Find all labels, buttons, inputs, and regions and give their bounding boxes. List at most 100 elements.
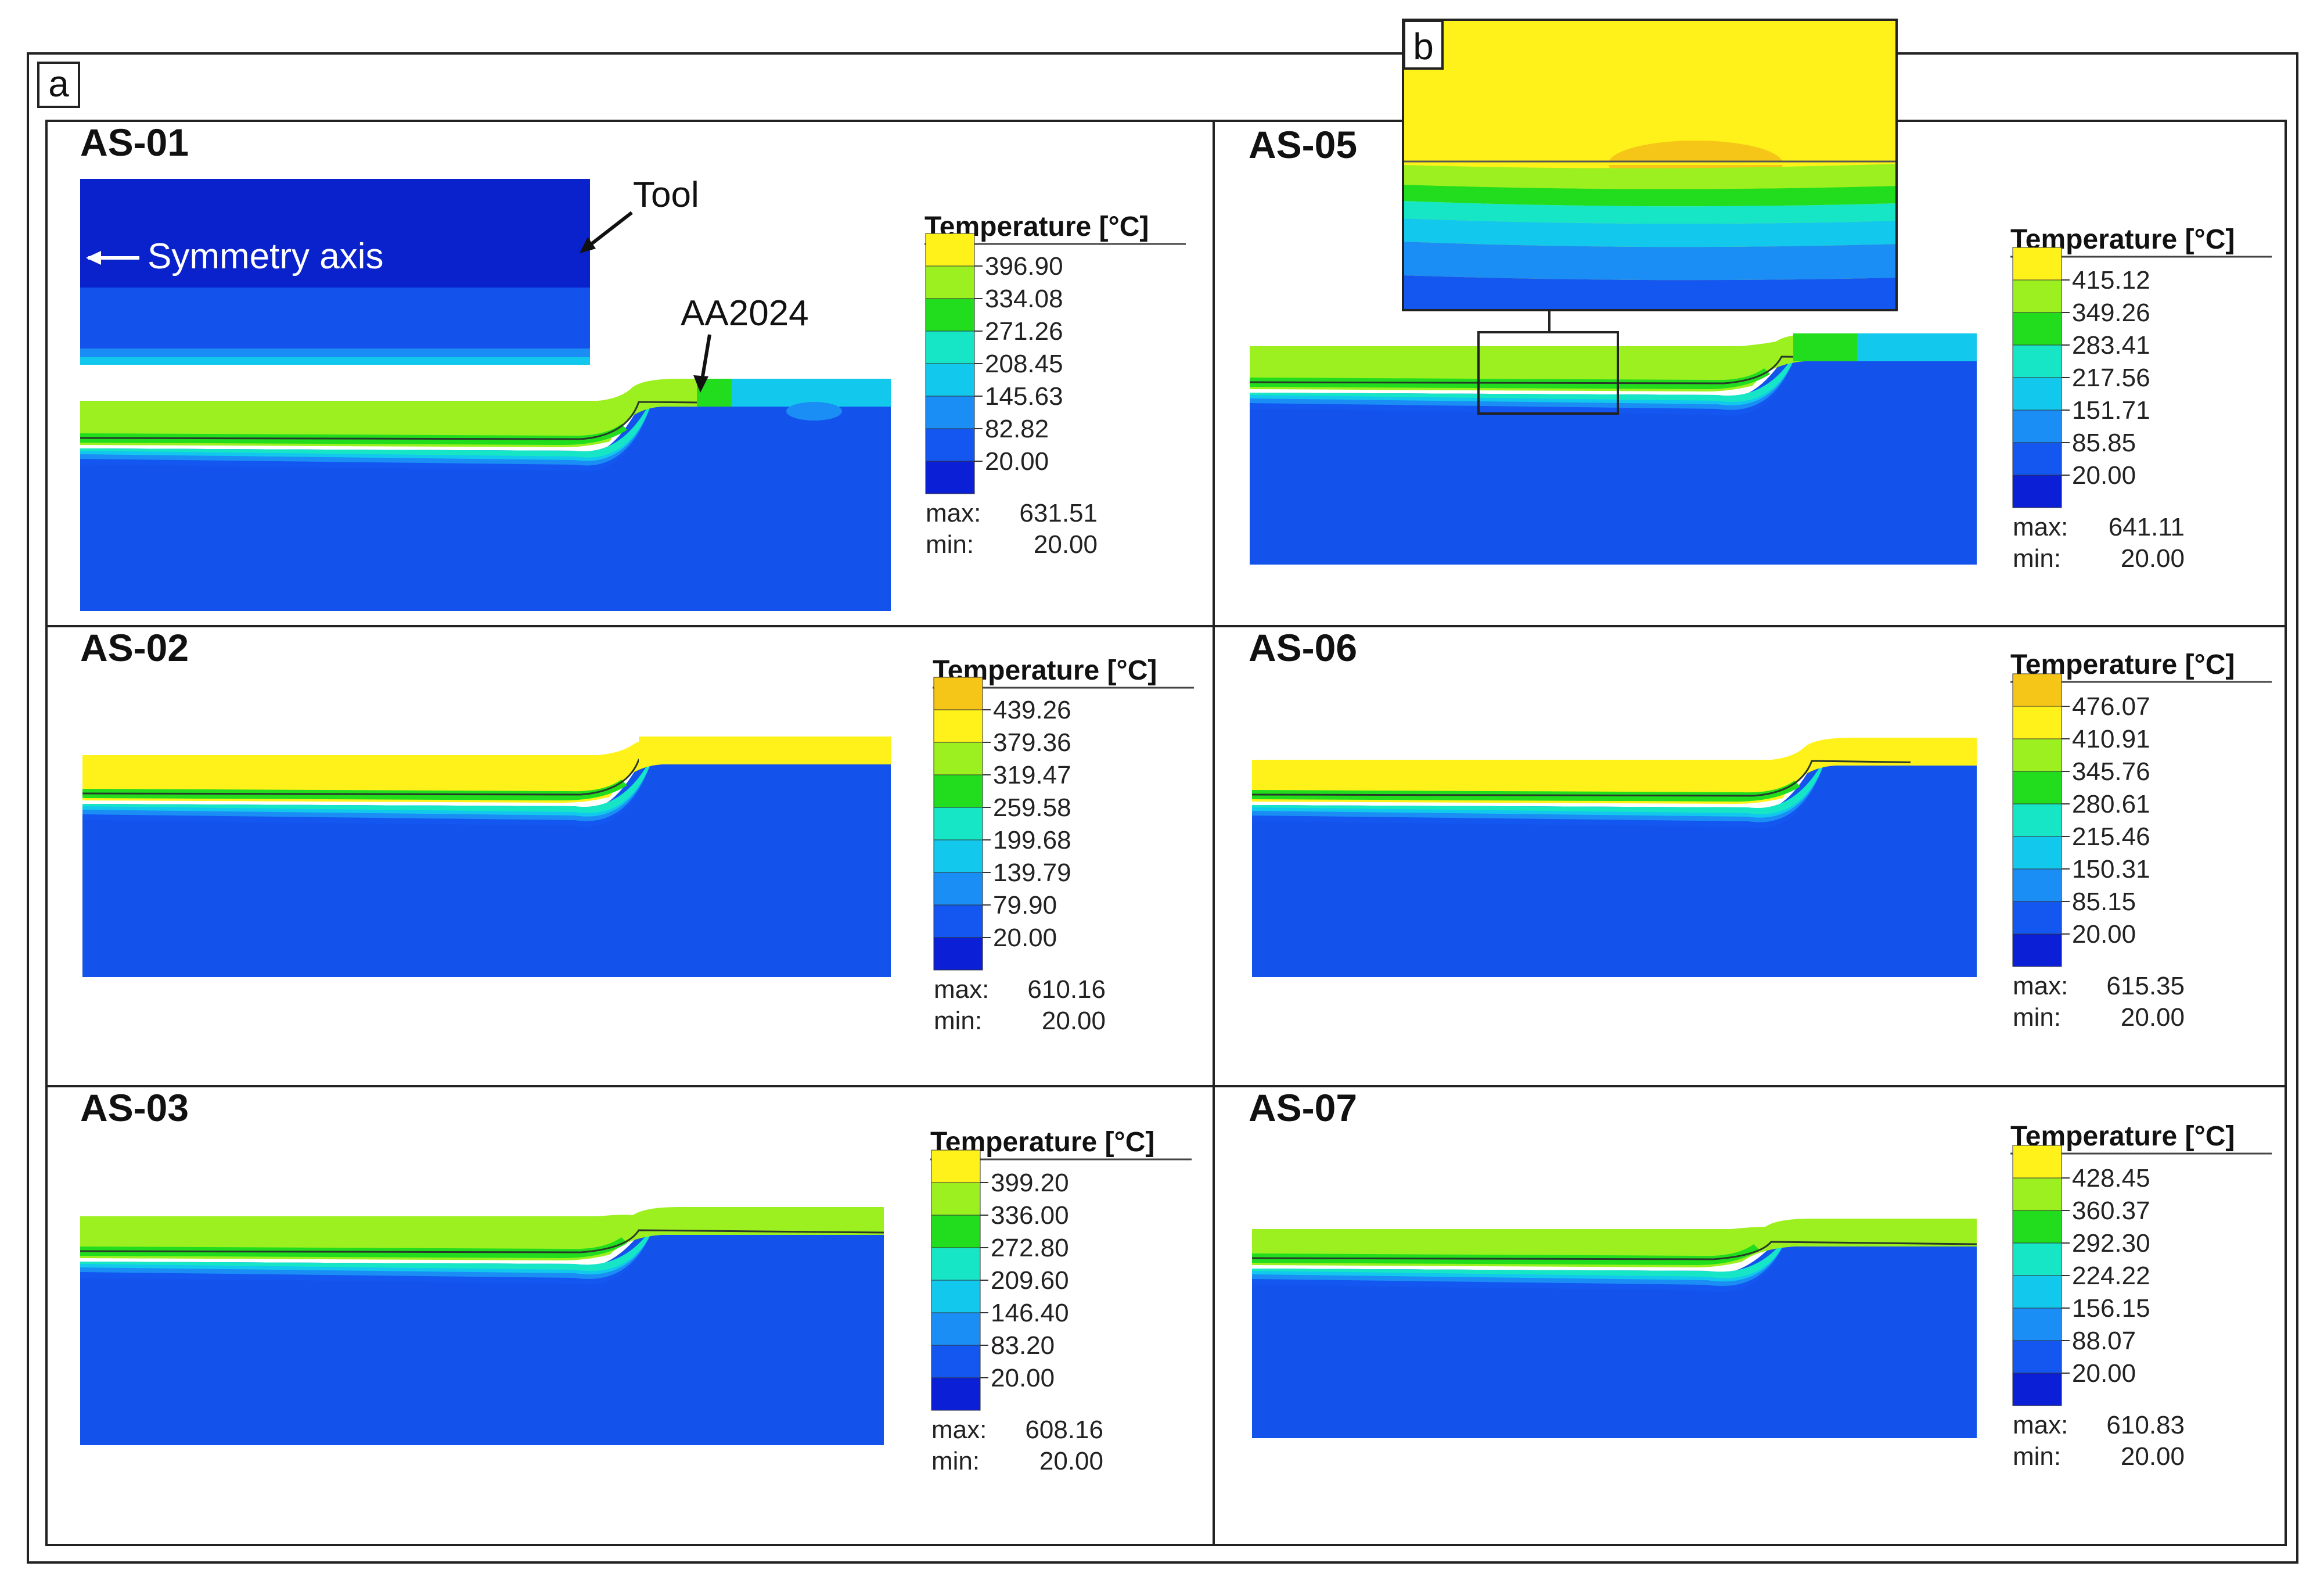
- legend-value: 79.90: [993, 891, 1057, 919]
- legend-value: 151.71: [2072, 396, 2150, 425]
- heat-band-3: [80, 1230, 650, 1271]
- legend-value: 360.37: [2072, 1197, 2150, 1225]
- legend-value: 410.91: [2072, 725, 2150, 753]
- legend-swatch: [2012, 803, 2062, 837]
- min-value: 20.00: [1034, 530, 1098, 559]
- substrate-warm-spot: [786, 402, 842, 421]
- legend-swatch: [2012, 771, 2062, 804]
- legend-swatch: [2012, 1275, 2062, 1309]
- max-label: max:: [2013, 1411, 2068, 1439]
- legend-swatch: [925, 233, 975, 267]
- legend-value: 379.36: [993, 728, 1071, 757]
- legend-swatch: [933, 774, 983, 808]
- legend-swatch: [2012, 312, 2062, 346]
- legend-value: 20.00: [985, 447, 1049, 476]
- legend-value: 20.00: [2072, 461, 2136, 490]
- interface-line: [1249, 355, 1977, 385]
- legend-value: 319.47: [993, 761, 1071, 789]
- panel-title: AS-05: [1249, 123, 1357, 166]
- interface-line: [82, 759, 891, 796]
- max-label: max:: [926, 499, 981, 527]
- inset-b-band-1: [1403, 164, 1897, 189]
- plate-region: [1252, 738, 1977, 804]
- max-value: 610.16: [1027, 975, 1106, 1004]
- legend-swatch: [933, 709, 983, 743]
- min-label: min:: [2013, 1442, 2061, 1471]
- legend-value: 150.31: [2072, 855, 2150, 883]
- legend-value: 428.45: [2072, 1164, 2150, 1192]
- tool-band-2: [80, 349, 590, 358]
- plate-region: [80, 379, 891, 447]
- legend-swatch: [2012, 279, 2062, 313]
- min-value: 20.00: [2121, 1442, 2185, 1471]
- legend-swatch: [2012, 1210, 2062, 1244]
- legend-value: 334.08: [985, 285, 1063, 313]
- legend-value: 271.26: [985, 317, 1063, 346]
- legend-swatch: [2012, 868, 2062, 902]
- heat-band-3: [1252, 1242, 1783, 1278]
- tool-lower-band: [80, 288, 590, 351]
- hot-plate-zone-left: [82, 755, 581, 778]
- min-label: min:: [2013, 1003, 2061, 1032]
- max-label: max:: [931, 1416, 987, 1444]
- label-a-box: [37, 62, 80, 108]
- min-label: min:: [934, 1007, 982, 1035]
- legend-swatch: [2012, 901, 2062, 935]
- legend-swatch: [2012, 836, 2062, 870]
- legend-swatch: [925, 331, 975, 364]
- temperature-legend: Temperature [°C]399.20336.00272.80209.60…: [930, 1127, 1192, 1475]
- panel-title: AS-07: [1249, 1086, 1357, 1129]
- interface-line: [1251, 1241, 1977, 1260]
- legend-swatch: [2012, 738, 2062, 772]
- legend-swatch: [2012, 247, 2062, 281]
- max-value: 610.83: [2106, 1411, 2185, 1439]
- legend-value: 476.07: [2072, 692, 2150, 721]
- legend-swatch: [925, 298, 975, 332]
- legend-swatch: [933, 839, 983, 873]
- inset-b-band-3: [1403, 201, 1897, 224]
- material-arrow-line: [700, 334, 711, 384]
- panel-title: AS-06: [1249, 626, 1357, 669]
- legend-value: 20.00: [993, 924, 1057, 952]
- inset-b-band-6: [1403, 275, 1897, 310]
- legend-value: 217.56: [2072, 364, 2150, 392]
- legend-value: 139.79: [993, 858, 1071, 887]
- legend-value: 399.20: [991, 1169, 1069, 1197]
- max-value: 631.51: [1019, 499, 1098, 527]
- legend-value: 146.40: [991, 1299, 1069, 1327]
- min-value: 20.00: [1042, 1007, 1106, 1035]
- tool-label: Tool: [633, 175, 699, 215]
- legend-swatch: [933, 904, 983, 938]
- legend-swatch: [933, 872, 983, 906]
- legend-swatch: [931, 1247, 981, 1281]
- temperature-legend: Temperature [°C]396.90334.08271.26208.45…: [924, 211, 1186, 559]
- temperature-legend: Temperature [°C]476.07410.91345.76280.61…: [2010, 649, 2272, 1032]
- legend-value: 345.76: [2072, 757, 2150, 786]
- min-value: 20.00: [2121, 544, 2185, 573]
- tool-arrow-line: [584, 211, 633, 250]
- substrate-region: [1250, 361, 1977, 565]
- legend-swatch: [2012, 475, 2062, 508]
- temperature-legend: Temperature [°C]428.45360.37292.30224.22…: [2010, 1121, 2272, 1471]
- legend-swatch: [933, 807, 983, 840]
- panel-as-06: AS-06 Temperature [°C]476.07410.91345.762…: [1249, 626, 2272, 1032]
- max-value: 615.35: [2106, 972, 2185, 1000]
- legend-swatch: [2012, 933, 2062, 967]
- substrate-region: [80, 1235, 884, 1445]
- legend-value: 20.00: [2072, 1359, 2136, 1388]
- legend-swatch: [2012, 344, 2062, 378]
- hot-plate-zone: [639, 737, 891, 764]
- panel-title: AS-02: [80, 626, 189, 669]
- legend-value: 20.00: [2072, 920, 2136, 949]
- legend-value: 82.82: [985, 415, 1049, 443]
- legend-swatch: [933, 937, 983, 971]
- inset-b-band-5: [1403, 242, 1897, 281]
- legend-swatch: [931, 1149, 981, 1183]
- legend-swatch: [925, 363, 975, 397]
- legend-value: 349.26: [2072, 299, 2150, 327]
- tool-gap: [80, 365, 590, 383]
